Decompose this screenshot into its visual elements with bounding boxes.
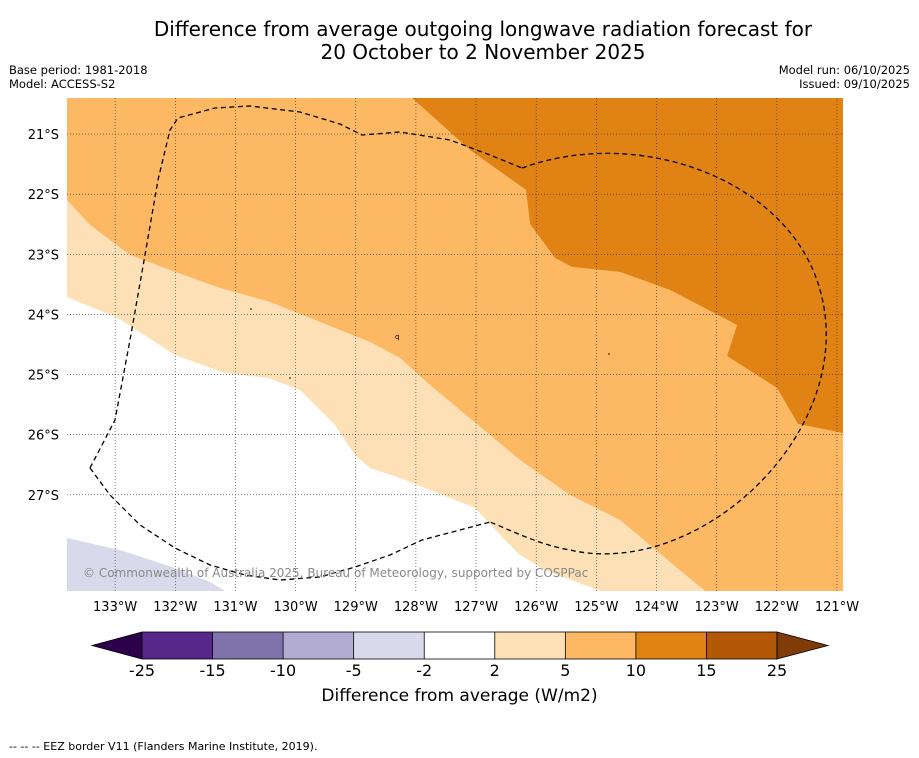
graticule xyxy=(67,98,843,591)
lat-tick-label: 22°S xyxy=(28,188,59,203)
small-island-label: q xyxy=(395,333,399,341)
longitude-axis: 133°W 132°W 131°W 130°W 129°W 128°W 127°W 126°W… xyxy=(93,600,859,615)
colorbar-tick-label: -2 xyxy=(416,661,432,680)
meta-right: Model run: 06/10/2025 Issued: 09/10/2025 xyxy=(779,63,910,91)
lon-tick-label: 133°W xyxy=(93,600,137,615)
zone-10-15 xyxy=(412,98,843,433)
lat-tick-label: 25°S xyxy=(28,369,59,384)
colorbar-label: Difference from average (W/m2) xyxy=(321,686,598,706)
lon-tick-label: 121°W xyxy=(815,600,859,615)
colorbar-tick-label: 15 xyxy=(696,661,716,680)
eez-border-west xyxy=(89,105,523,469)
small-island xyxy=(250,308,252,310)
zone-2-5 xyxy=(67,200,705,591)
colorbar-tick-label: -5 xyxy=(346,661,362,680)
colorbar-tick-label: -25 xyxy=(129,661,155,680)
colorbar-swatch xyxy=(212,632,284,659)
colorbar-max-extension xyxy=(776,631,830,660)
small-island xyxy=(289,377,291,379)
lon-tick-label: 126°W xyxy=(514,600,558,615)
colorbar-swatch xyxy=(283,632,355,659)
colorbar-tick-label: 25 xyxy=(767,661,787,680)
eez-border-south xyxy=(89,467,491,581)
colorbar-tick-label: 5 xyxy=(560,661,570,680)
lon-tick-label: 122°W xyxy=(755,600,799,615)
lon-tick-label: 123°W xyxy=(695,600,739,615)
colorbar-swatch xyxy=(635,632,707,659)
colorbar-min-extension xyxy=(90,631,143,660)
copyright-notice: © Commonwealth of Australia 2025, Bureau… xyxy=(83,566,588,580)
meta-left: Base period: 1981-2018 Model: ACCESS-S2 xyxy=(9,63,148,91)
lon-tick-label: 130°W xyxy=(274,600,318,615)
colorbar-swatch xyxy=(706,632,778,659)
lon-tick-label: 132°W xyxy=(153,600,197,615)
latitude-axis: 21°S 22°S 23°S 24°S 25°S 26°S 27°S xyxy=(28,128,59,504)
lat-tick-label: 24°S xyxy=(28,308,59,323)
model-run: Model run: 06/10/2025 xyxy=(778,63,910,77)
base-period: Base period: 1981-2018 xyxy=(9,63,148,77)
lat-tick-label: 27°S xyxy=(28,489,59,504)
lat-tick-label: 26°S xyxy=(28,429,59,444)
colorbar-tick-label: 10 xyxy=(626,661,646,680)
colorbar-swatch xyxy=(565,632,637,659)
map-plot-area xyxy=(67,98,843,591)
eez-footnote: -- -- -- EEZ border V11 (Flanders Marine… xyxy=(9,740,318,753)
zone-minus5-minus2 xyxy=(67,538,225,591)
colorbar-tick-label: -10 xyxy=(270,661,296,680)
lon-tick-label: 127°W xyxy=(454,600,498,615)
lat-tick-label: 21°S xyxy=(28,128,59,143)
lon-tick-label: 125°W xyxy=(574,600,618,615)
title-line-1: Difference from average outgoing longwav… xyxy=(153,17,813,41)
colorbar-swatch xyxy=(142,632,214,659)
lon-tick-label: 131°W xyxy=(213,600,257,615)
colorbar-swatch xyxy=(494,632,566,659)
lon-tick-label: 124°W xyxy=(634,600,678,615)
lon-tick-label: 128°W xyxy=(394,600,438,615)
title-line-2: 20 October to 2 November 2025 xyxy=(320,40,646,64)
model-name: Model: ACCESS-S2 xyxy=(9,77,116,91)
eez-border-east xyxy=(489,152,827,555)
colorbar-swatch xyxy=(424,632,496,659)
map-title: Difference from average outgoing longwav… xyxy=(0,18,919,64)
colorbar-tick-label: 2 xyxy=(490,661,500,680)
colorbar-tick-label: -15 xyxy=(199,661,225,680)
colorbar-swatch xyxy=(353,632,425,659)
zone-5-10 xyxy=(67,98,843,591)
issued-date: Issued: 09/10/2025 xyxy=(799,77,910,91)
lon-tick-label: 129°W xyxy=(334,600,378,615)
small-island xyxy=(608,353,610,355)
lat-tick-label: 23°S xyxy=(28,248,59,263)
colorbar: -25 -15 -10 -5 -2 2 5 10 15 25 xyxy=(90,631,830,680)
